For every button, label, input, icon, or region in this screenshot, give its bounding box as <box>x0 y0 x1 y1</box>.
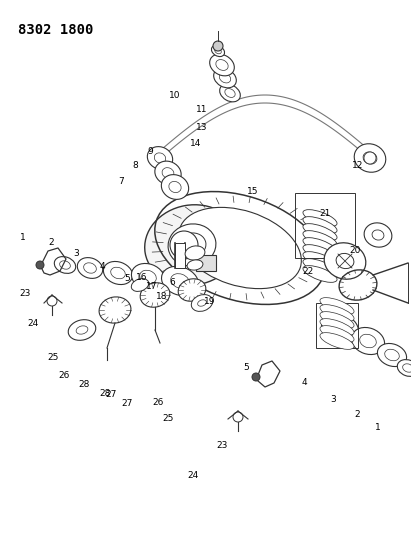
Ellipse shape <box>320 312 354 328</box>
Ellipse shape <box>303 231 337 247</box>
Text: 23: 23 <box>216 441 228 449</box>
Ellipse shape <box>191 295 213 311</box>
Text: 19: 19 <box>204 297 215 305</box>
Text: 3: 3 <box>330 395 336 404</box>
Ellipse shape <box>145 205 239 285</box>
Text: 1: 1 <box>375 423 381 432</box>
Text: 7: 7 <box>118 177 124 185</box>
Text: 2: 2 <box>48 238 54 247</box>
Text: 12: 12 <box>352 161 363 169</box>
Text: 26: 26 <box>58 372 69 380</box>
Ellipse shape <box>320 326 354 342</box>
Polygon shape <box>196 255 216 271</box>
Text: 15: 15 <box>247 188 259 196</box>
Text: 10: 10 <box>169 92 180 100</box>
Ellipse shape <box>320 297 354 314</box>
Ellipse shape <box>351 327 385 354</box>
Text: 20: 20 <box>350 246 361 255</box>
Circle shape <box>36 261 44 269</box>
Ellipse shape <box>131 279 149 292</box>
Ellipse shape <box>397 360 411 376</box>
Ellipse shape <box>178 279 206 301</box>
Text: 3: 3 <box>73 249 79 257</box>
Ellipse shape <box>155 161 181 185</box>
Ellipse shape <box>210 54 234 76</box>
Ellipse shape <box>211 45 224 56</box>
Text: 11: 11 <box>196 105 207 114</box>
Ellipse shape <box>354 144 386 172</box>
Text: 25: 25 <box>47 353 58 361</box>
Circle shape <box>213 41 223 51</box>
Ellipse shape <box>162 266 199 296</box>
Ellipse shape <box>54 256 76 273</box>
Text: 28: 28 <box>79 381 90 389</box>
Text: 17: 17 <box>146 282 158 291</box>
Text: 21: 21 <box>319 209 330 217</box>
Ellipse shape <box>303 259 337 276</box>
Ellipse shape <box>104 262 133 285</box>
Text: 24: 24 <box>27 319 39 328</box>
Ellipse shape <box>68 320 96 340</box>
Ellipse shape <box>377 343 406 367</box>
Ellipse shape <box>132 263 164 290</box>
Ellipse shape <box>324 243 366 279</box>
Ellipse shape <box>320 305 354 321</box>
Ellipse shape <box>147 147 173 169</box>
Text: 9: 9 <box>147 148 153 156</box>
Polygon shape <box>175 243 185 268</box>
Ellipse shape <box>336 253 354 269</box>
Text: 6: 6 <box>170 278 175 287</box>
Ellipse shape <box>320 333 354 349</box>
Circle shape <box>170 231 198 259</box>
Text: 27: 27 <box>122 399 133 408</box>
Text: 5: 5 <box>244 364 249 372</box>
Ellipse shape <box>303 224 337 240</box>
Ellipse shape <box>321 313 358 343</box>
Ellipse shape <box>140 283 170 307</box>
Ellipse shape <box>363 152 377 164</box>
Ellipse shape <box>179 207 301 289</box>
Text: 4: 4 <box>100 262 106 271</box>
Text: 25: 25 <box>163 414 174 423</box>
Text: 16: 16 <box>136 273 148 281</box>
Circle shape <box>364 152 376 164</box>
Ellipse shape <box>303 209 337 227</box>
Circle shape <box>252 373 260 381</box>
Ellipse shape <box>303 265 337 282</box>
Ellipse shape <box>77 257 103 278</box>
Text: 2: 2 <box>355 410 360 419</box>
Ellipse shape <box>303 252 337 268</box>
Text: 14: 14 <box>189 140 201 148</box>
Text: 8302 1800: 8302 1800 <box>18 23 93 37</box>
Text: 5: 5 <box>125 274 130 282</box>
Ellipse shape <box>372 230 384 240</box>
Ellipse shape <box>168 224 216 266</box>
Ellipse shape <box>303 216 337 233</box>
Text: 28: 28 <box>99 389 111 398</box>
Ellipse shape <box>303 238 337 254</box>
Ellipse shape <box>320 319 354 335</box>
Text: 24: 24 <box>187 471 199 480</box>
Ellipse shape <box>303 245 337 261</box>
Ellipse shape <box>214 68 236 88</box>
Text: 4: 4 <box>301 378 307 386</box>
Ellipse shape <box>187 260 203 270</box>
Text: 13: 13 <box>196 124 207 132</box>
Ellipse shape <box>364 223 392 247</box>
Ellipse shape <box>178 233 206 257</box>
Text: 23: 23 <box>19 289 30 297</box>
Text: 22: 22 <box>302 268 314 276</box>
Text: 18: 18 <box>156 293 167 301</box>
Ellipse shape <box>185 246 205 260</box>
Ellipse shape <box>99 297 131 323</box>
Ellipse shape <box>219 84 240 102</box>
Ellipse shape <box>162 175 189 199</box>
Text: 8: 8 <box>133 161 139 169</box>
Text: 1: 1 <box>20 233 25 241</box>
Text: 26: 26 <box>152 398 164 407</box>
Text: 27: 27 <box>105 390 117 399</box>
